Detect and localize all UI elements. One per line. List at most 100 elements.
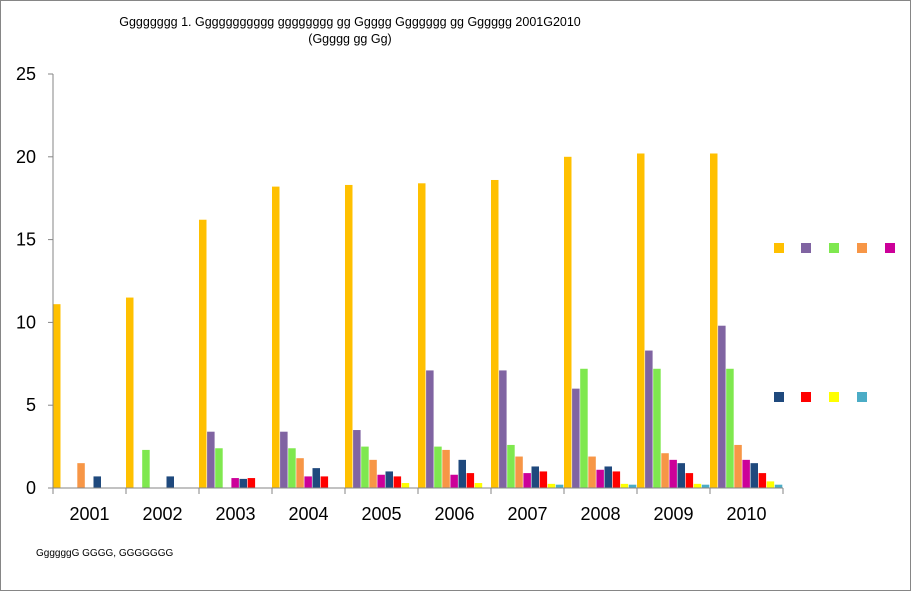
- bar-2008-series-6: [604, 466, 612, 488]
- bar-2005-series-2: [353, 430, 361, 488]
- legend-swatch-series-6: [774, 392, 784, 402]
- bar-2007-series-3: [507, 444, 515, 488]
- bar-2003-series-6: [239, 478, 247, 488]
- bar-2007-series-1: [491, 179, 499, 489]
- bar-2005-series-4: [369, 459, 377, 488]
- legend-swatch-series-1: [774, 243, 784, 253]
- bar-2009-series-3: [653, 368, 661, 488]
- chart-title-line2: (Ggggg gg Gg): [308, 32, 392, 46]
- y-tick-label: 25: [16, 64, 36, 84]
- bar-2008-series-1: [564, 156, 572, 489]
- bar-2001-series-6: [93, 476, 101, 488]
- bar-2009-series-8: [693, 483, 702, 488]
- bar-2001-series-1: [53, 304, 61, 488]
- x-tick-label: 2010: [726, 504, 766, 524]
- bar-2004-series-4: [296, 458, 304, 488]
- bar-2001-series-4: [77, 463, 85, 488]
- x-tick-label: 2006: [434, 504, 474, 524]
- bar-2007-series-4: [515, 456, 523, 488]
- x-tick-label: 2008: [580, 504, 620, 524]
- bar-2006-series-3: [434, 446, 442, 488]
- bar-2008-series-5: [596, 469, 604, 488]
- bar-2009-series-1: [637, 153, 645, 489]
- y-tick-label: 5: [26, 395, 36, 415]
- legend: [774, 243, 895, 402]
- bar-2006-series-8: [474, 483, 483, 488]
- bar-2005-series-8: [401, 483, 410, 488]
- bar-2002-series-3: [142, 449, 150, 488]
- bar-2009-series-5: [669, 459, 677, 488]
- bar-2003-series-2: [207, 431, 215, 488]
- bar-2008-series-7: [612, 471, 621, 488]
- bar-2003-series-3: [215, 448, 223, 488]
- bar-2009-series-9: [701, 484, 710, 488]
- bar-2006-series-4: [442, 449, 450, 488]
- bar-2006-series-1: [418, 183, 426, 489]
- x-tick-label: 2002: [142, 504, 182, 524]
- bar-2010-series-9: [774, 484, 783, 488]
- chart-title: Gggggggg 1. Ggggggggggg gggggggg gg Gggg…: [0, 14, 700, 48]
- bar-2007-series-2: [499, 370, 507, 488]
- bar-2002-series-6: [166, 476, 174, 488]
- bar-2005-series-1: [345, 184, 353, 488]
- x-tick-label: 2005: [361, 504, 401, 524]
- bar-2007-series-7: [539, 471, 548, 488]
- x-tick-label: 2001: [69, 504, 109, 524]
- bar-2004-series-5: [304, 476, 312, 488]
- bar-2010-series-8: [766, 481, 775, 488]
- bar-2007-series-5: [523, 473, 531, 488]
- bar-2004-series-1: [272, 186, 280, 489]
- bar-2005-series-3: [361, 446, 369, 488]
- bar-2010-series-6: [750, 463, 758, 488]
- legend-swatch-series-2: [801, 243, 811, 253]
- y-tick-label: 0: [26, 478, 36, 498]
- legend-swatch-series-9: [857, 392, 867, 402]
- legend-swatch-series-4: [857, 243, 867, 253]
- bar-2010-series-5: [742, 459, 750, 488]
- bar-2006-series-5: [450, 474, 458, 488]
- legend-swatch-series-7: [801, 392, 811, 402]
- y-tick-label: 10: [16, 312, 36, 332]
- bar-2004-series-2: [280, 431, 288, 488]
- y-tick-label: 20: [16, 147, 36, 167]
- bar-2009-series-6: [677, 463, 685, 488]
- bar-2007-series-8: [547, 483, 556, 488]
- bar-2008-series-4: [588, 456, 596, 488]
- bar-2010-series-7: [758, 473, 767, 488]
- bar-2004-series-6: [312, 468, 320, 488]
- bar-2006-series-6: [458, 459, 466, 488]
- legend-swatch-series-5: [885, 243, 895, 253]
- y-tick-label: 15: [16, 230, 36, 250]
- legend-swatch-series-3: [829, 243, 839, 253]
- chart-title-line1: Gggggggg 1. Ggggggggggg gggggggg gg Gggg…: [119, 15, 581, 29]
- bar-2008-series-8: [620, 483, 629, 488]
- bar-2003-series-1: [199, 219, 207, 489]
- bar-2010-series-4: [734, 444, 742, 488]
- bar-2002-series-1: [126, 297, 134, 488]
- legend-swatch-series-8: [829, 392, 839, 402]
- bar-2005-series-5: [377, 474, 385, 488]
- bar-2004-series-7: [320, 476, 329, 488]
- bar-2008-series-2: [572, 388, 580, 488]
- source-note: GgggggG GGGG, GGGGGGG: [36, 548, 174, 559]
- x-tick-label: 2007: [507, 504, 547, 524]
- bar-2007-series-6: [531, 466, 539, 488]
- bar-2008-series-9: [628, 484, 637, 488]
- bar-2005-series-7: [393, 476, 402, 488]
- bars-group: [53, 153, 783, 489]
- bar-2005-series-6: [385, 471, 393, 488]
- x-tick-label: 2003: [215, 504, 255, 524]
- bar-2010-series-1: [710, 153, 718, 489]
- bar-2003-series-7: [247, 478, 256, 488]
- bar-2007-series-9: [555, 484, 564, 488]
- bar-2010-series-2: [718, 325, 726, 488]
- bar-2009-series-4: [661, 453, 669, 488]
- bar-2008-series-3: [580, 368, 588, 488]
- bar-2004-series-3: [288, 448, 296, 488]
- axes-group: 0 5 10 15 20 25 2001 2002 2003 2004 2005 2006 2007 20…: [16, 64, 784, 524]
- bar-2009-series-2: [645, 350, 653, 488]
- x-tick-label: 2009: [653, 504, 693, 524]
- bar-2010-series-3: [726, 368, 734, 488]
- bar-2006-series-2: [426, 370, 434, 488]
